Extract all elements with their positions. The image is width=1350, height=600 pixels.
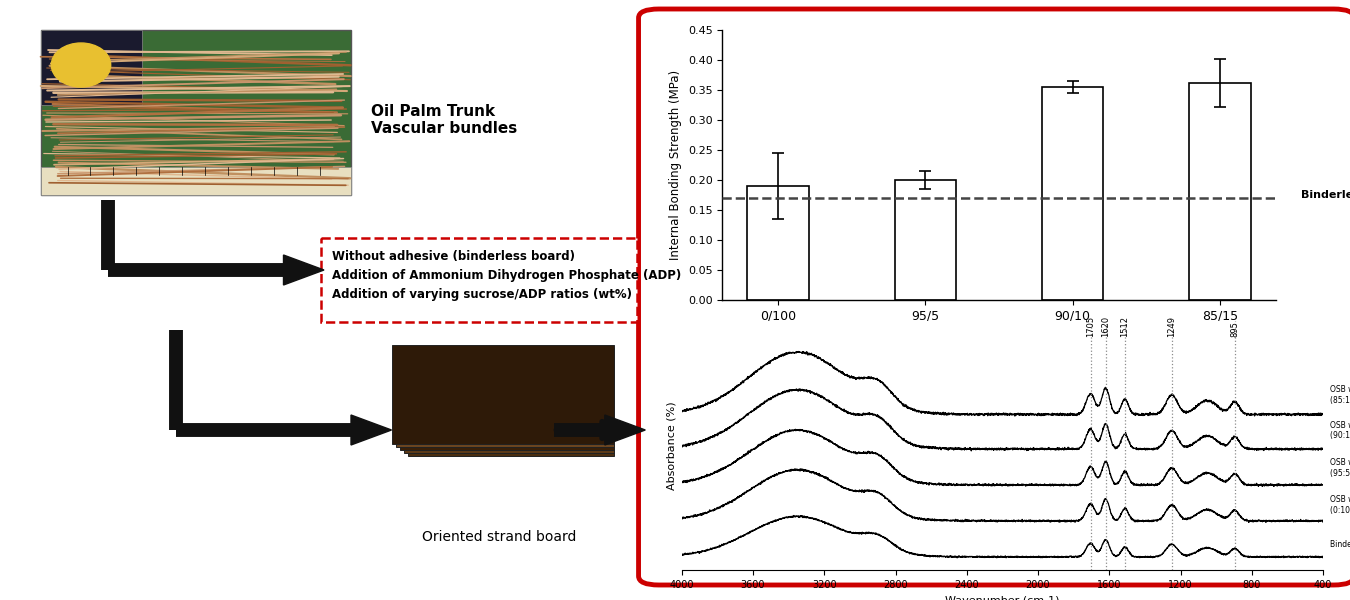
Polygon shape: [605, 415, 645, 445]
Polygon shape: [284, 255, 324, 285]
X-axis label: Sucrose/ADP ratio (wt%): Sucrose/ADP ratio (wt%): [922, 328, 1076, 341]
Text: Oil Palm Trunk
Vascular bundles: Oil Palm Trunk Vascular bundles: [371, 104, 517, 136]
Bar: [1042, 87, 1103, 300]
Text: OSB with Sucrose-ADP
(90:10) (wt%): OSB with Sucrose-ADP (90:10) (wt%): [1330, 421, 1350, 440]
FancyBboxPatch shape: [321, 238, 637, 322]
Text: Oriented strand board: Oriented strand board: [423, 530, 576, 544]
Text: 1705: 1705: [1085, 316, 1095, 337]
Bar: [748, 186, 809, 300]
Polygon shape: [351, 415, 391, 445]
Text: OSB with Sucrose-ADP
(0:100) (wt%): OSB with Sucrose-ADP (0:100) (wt%): [1330, 496, 1350, 515]
Text: Binderlessboard: Binderlessboard: [1300, 190, 1350, 200]
Text: 1620: 1620: [1102, 316, 1110, 337]
FancyBboxPatch shape: [400, 351, 614, 450]
Text: Binderless OSB: Binderless OSB: [1330, 540, 1350, 549]
Circle shape: [51, 43, 111, 87]
X-axis label: Wavenumber (cm-1): Wavenumber (cm-1): [945, 595, 1060, 600]
FancyBboxPatch shape: [408, 357, 614, 456]
Text: Without adhesive (binderless board)
Addition of Ammonium Dihydrogen Phosphate (A: Without adhesive (binderless board) Addi…: [332, 250, 682, 301]
FancyBboxPatch shape: [404, 354, 614, 453]
Bar: [1189, 83, 1250, 300]
Text: 1249: 1249: [1168, 316, 1176, 337]
Text: OSB with Sucrose-ADP
(85:15) (wt%): OSB with Sucrose-ADP (85:15) (wt%): [1330, 385, 1350, 405]
Text: OSB with Sucrose-ADP
(95:5) (wt%): OSB with Sucrose-ADP (95:5) (wt%): [1330, 458, 1350, 478]
Text: 895: 895: [1230, 321, 1239, 337]
Y-axis label: Internal Bonding Strength (MPa): Internal Bonding Strength (MPa): [670, 70, 682, 260]
FancyBboxPatch shape: [396, 348, 614, 447]
Bar: [895, 180, 956, 300]
FancyBboxPatch shape: [40, 30, 142, 105]
FancyBboxPatch shape: [40, 167, 351, 195]
FancyBboxPatch shape: [40, 30, 351, 195]
FancyBboxPatch shape: [392, 345, 614, 444]
Text: 1512: 1512: [1120, 316, 1130, 337]
Y-axis label: Absorbance (%): Absorbance (%): [666, 401, 676, 490]
